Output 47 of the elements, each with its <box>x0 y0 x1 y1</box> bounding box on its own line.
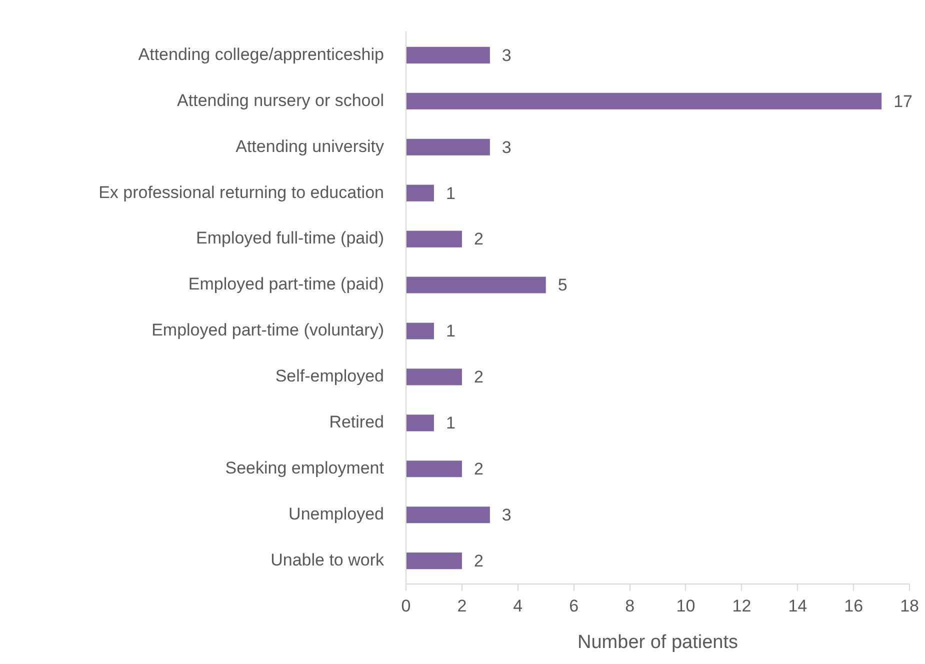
y-tick-label: Employed full-time (paid) <box>196 228 384 248</box>
data-label: 1 <box>446 322 456 341</box>
x-tick-label: 6 <box>569 596 579 616</box>
y-tick-label: Self-employed <box>275 366 384 386</box>
x-tick-label: 16 <box>844 596 864 616</box>
data-label: 17 <box>894 92 912 111</box>
data-label: 2 <box>474 368 484 387</box>
bar <box>406 506 490 524</box>
bar <box>406 460 462 478</box>
y-tick-label: Attending nursery or school <box>177 90 384 110</box>
bar <box>406 322 434 340</box>
x-tick-label: 18 <box>900 596 920 616</box>
x-tick-label: 14 <box>788 596 808 616</box>
data-label: 5 <box>558 276 568 295</box>
bar <box>406 368 462 386</box>
x-tick-label: 2 <box>457 596 467 616</box>
x-tick-label: 10 <box>676 596 696 616</box>
y-tick-label: Unemployed <box>288 504 384 524</box>
data-label: 2 <box>474 552 484 571</box>
x-axis-title: Number of patients <box>578 632 738 653</box>
x-tick-label: 0 <box>401 596 411 616</box>
y-tick-label: Attending university <box>236 136 384 156</box>
data-label: 3 <box>502 46 512 65</box>
x-tick-label: 8 <box>625 596 635 616</box>
data-label: 2 <box>474 460 484 479</box>
data-label: 1 <box>446 414 456 433</box>
y-tick-label: Employed part-time (voluntary) <box>152 320 384 340</box>
x-tick-label: 4 <box>513 596 523 616</box>
bar <box>406 276 546 294</box>
bar <box>406 184 434 202</box>
data-label: 1 <box>446 184 456 203</box>
y-tick-label: Employed part-time (paid) <box>188 274 384 294</box>
y-tick-label: Attending college/apprenticeship <box>138 44 384 64</box>
bar <box>406 230 462 248</box>
y-tick-label: Seeking employment <box>225 458 384 478</box>
y-tick-label: Retired <box>329 412 384 432</box>
bar <box>406 46 490 64</box>
bar <box>406 138 490 156</box>
data-label: 3 <box>502 138 512 157</box>
y-tick-label: Unable to work <box>270 550 384 570</box>
bar <box>406 552 462 570</box>
x-tick-label: 12 <box>732 596 752 616</box>
data-label: 3 <box>502 506 512 525</box>
data-label: 2 <box>474 230 484 249</box>
bar <box>406 92 882 110</box>
y-tick-label: Ex professional returning to education <box>98 182 384 202</box>
bar <box>406 414 434 432</box>
